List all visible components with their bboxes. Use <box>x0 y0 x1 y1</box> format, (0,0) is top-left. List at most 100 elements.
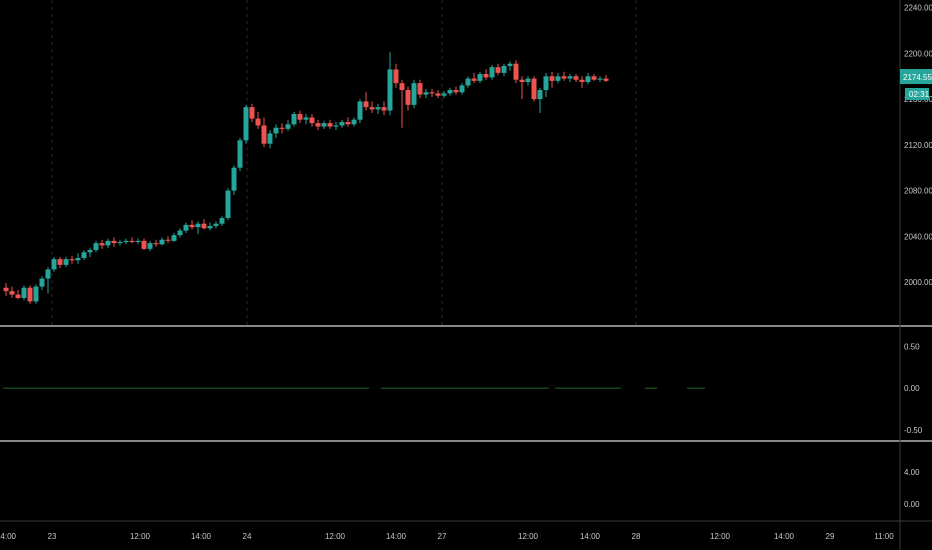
candle <box>177 228 183 238</box>
candle <box>255 111 261 129</box>
oscillator-tick-label: 0.00 <box>904 384 920 393</box>
last-price-value: 2174.55 <box>903 73 932 82</box>
time-axis[interactable]: 14:00 23 12:00 14:00 24 12:00 14:00 27 12:00 14:0… <box>0 532 894 541</box>
candle <box>9 286 15 298</box>
candle-body <box>465 78 471 86</box>
candle-body <box>447 90 453 94</box>
candle <box>345 117 351 127</box>
time-tick-label: 12:00 <box>130 532 151 541</box>
candle <box>477 71 483 84</box>
candle-body <box>573 76 579 80</box>
candle-body <box>123 240 129 242</box>
candle-body <box>147 243 153 249</box>
candle-body <box>543 76 549 90</box>
candle-body <box>375 107 381 110</box>
candle <box>249 103 255 122</box>
candle <box>525 76 531 86</box>
candle <box>423 88 429 98</box>
candle-body <box>315 123 321 127</box>
candle-body <box>357 101 363 120</box>
candle-body <box>597 78 603 80</box>
candle-body <box>3 287 9 292</box>
bar-countdown: 02:31 <box>909 90 930 99</box>
candle <box>243 104 249 144</box>
candle <box>321 120 327 129</box>
candle <box>63 256 69 268</box>
candle <box>111 237 117 247</box>
candle-body <box>387 69 393 111</box>
candle-body <box>381 107 387 111</box>
candle <box>303 114 309 125</box>
candle-body <box>351 119 357 125</box>
candle-body <box>501 66 507 73</box>
candle-body <box>489 67 495 78</box>
candle <box>507 61 513 71</box>
candle-body <box>141 240 147 249</box>
candle <box>435 90 441 98</box>
candle <box>561 71 567 81</box>
candle <box>81 250 87 261</box>
price-pane[interactable] <box>3 0 637 326</box>
candle-body <box>435 93 441 96</box>
candle <box>465 76 471 88</box>
candle <box>171 232 177 242</box>
candle-body <box>531 78 537 100</box>
candle-body <box>309 117 315 124</box>
candle-body <box>105 240 111 246</box>
candle <box>3 283 9 296</box>
candle <box>603 75 609 82</box>
candle-body <box>159 239 165 245</box>
candle-body <box>279 127 285 129</box>
candle <box>531 76 537 102</box>
candle-body <box>183 224 189 231</box>
candle-body <box>513 63 519 80</box>
candle <box>213 221 219 229</box>
candle <box>39 276 45 290</box>
price-tick-label: 2080.00 <box>904 187 932 196</box>
candle <box>87 247 93 257</box>
time-tick-label: 12:00 <box>518 532 539 541</box>
candle <box>141 238 147 250</box>
candle <box>273 124 279 138</box>
candle-body <box>537 90 543 100</box>
candle <box>57 256 63 269</box>
candle-body <box>459 85 465 93</box>
oscillator-tick-label: -0.50 <box>904 426 923 435</box>
candle <box>297 110 303 124</box>
candle <box>201 219 207 230</box>
price-tick-label: 2240.00 <box>904 4 932 13</box>
candle-body <box>339 122 345 126</box>
candle-body <box>63 259 69 265</box>
candle-body <box>273 127 279 134</box>
candle <box>153 239 159 247</box>
candle-body <box>585 76 591 82</box>
candle-body <box>27 287 33 302</box>
candle-body <box>471 78 477 81</box>
candle <box>147 240 153 252</box>
candle <box>15 290 21 300</box>
candle <box>27 285 33 304</box>
candle-body <box>429 92 435 94</box>
candle-body <box>9 291 15 295</box>
candle <box>489 64 495 80</box>
candle-body <box>201 223 207 229</box>
candle-body <box>441 93 447 96</box>
candle <box>501 63 507 77</box>
candle-body <box>399 83 405 90</box>
indicator-tick-label: 4.00 <box>904 468 920 477</box>
time-tick-label: 27 <box>438 532 447 541</box>
candle <box>549 71 555 88</box>
candle-body <box>297 114 303 120</box>
candle-body <box>177 230 183 236</box>
candle-body <box>237 140 243 168</box>
candle <box>99 239 105 249</box>
candle <box>159 237 165 246</box>
candle-body <box>363 101 369 108</box>
candle-body <box>87 250 93 253</box>
candle <box>123 238 129 245</box>
candle-body <box>45 269 51 279</box>
candle <box>513 60 519 84</box>
candle-body <box>51 259 57 270</box>
candle <box>165 236 171 244</box>
